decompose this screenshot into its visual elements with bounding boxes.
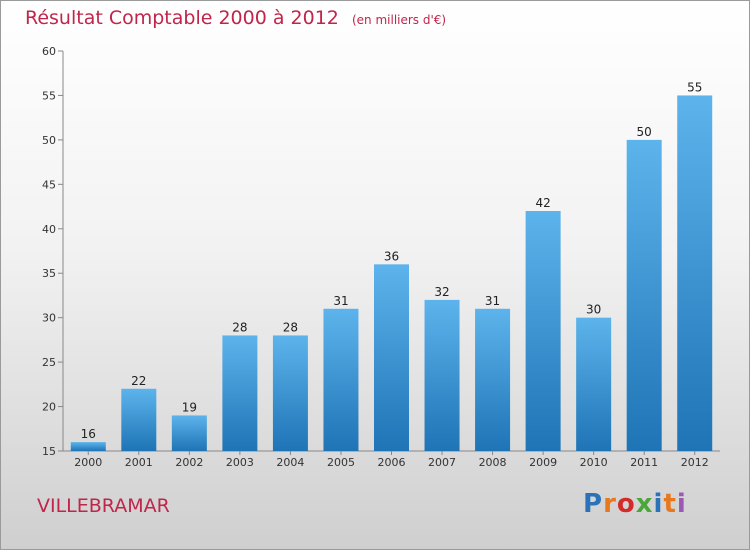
logo-letter: o (616, 489, 636, 519)
x-tick-label: 2000 (74, 456, 102, 469)
y-tick-label: 30 (42, 312, 56, 325)
x-tick-label: 2007 (428, 456, 456, 469)
bar (374, 264, 409, 451)
logo-letter: i (676, 489, 687, 519)
y-tick-label: 35 (42, 267, 56, 280)
x-tick-label: 2001 (125, 456, 153, 469)
x-tick-label: 2011 (630, 456, 658, 469)
y-tick-label: 25 (42, 356, 56, 369)
x-tick-label: 2005 (327, 456, 355, 469)
bar (171, 415, 207, 451)
chart-bars (70, 95, 713, 451)
x-tick-label: 2008 (479, 456, 507, 469)
data-label: 42 (535, 196, 550, 210)
data-label: 32 (434, 285, 449, 299)
y-tick-label: 45 (42, 178, 56, 191)
logo-letter: x (635, 489, 654, 519)
data-label: 28 (232, 320, 247, 334)
logo-letter: r (603, 489, 617, 519)
x-tick-label: 2006 (378, 456, 406, 469)
bar (323, 308, 359, 451)
data-label: 30 (586, 303, 601, 317)
bar (576, 317, 612, 451)
commune-name: VILLEBRAMAR (37, 495, 170, 517)
chart-title: Résultat Comptable 2000 à 2012 (en milli… (25, 7, 446, 29)
x-tick-label: 2002 (175, 456, 203, 469)
bar (121, 388, 157, 451)
bar (525, 211, 561, 451)
y-tick-label: 20 (42, 401, 56, 414)
chart-labels: 16 2000 22 2001 19 2002 28 2003 28 2004 31 2005 36 20… (74, 80, 708, 469)
x-tick-label: 2009 (529, 456, 557, 469)
x-tick-label: 2004 (276, 456, 304, 469)
data-label: 36 (384, 249, 399, 263)
y-tick-label: 60 (42, 45, 56, 58)
chart-title-text: Résultat Comptable 2000 à 2012 (25, 7, 339, 29)
data-label: 28 (283, 320, 298, 334)
logo-letter: t (663, 489, 677, 519)
bar (475, 308, 511, 451)
bar (272, 335, 308, 451)
y-tick-label: 50 (42, 134, 56, 147)
logo-letter: i (653, 489, 664, 519)
data-label: 31 (485, 294, 500, 308)
logo-letter: P (583, 489, 604, 519)
data-label: 50 (637, 125, 652, 139)
y-tick-label: 40 (42, 223, 56, 236)
x-tick-label: 2012 (681, 456, 709, 469)
data-label: 55 (687, 80, 702, 94)
data-label: 22 (131, 374, 146, 388)
x-tick-label: 2003 (226, 456, 254, 469)
y-tick-label: 15 (42, 445, 56, 458)
bar (70, 442, 106, 451)
data-label: 31 (333, 294, 348, 308)
data-label: 19 (182, 400, 197, 414)
bar (677, 95, 713, 451)
y-tick-label: 55 (42, 89, 56, 102)
data-label: 16 (81, 427, 96, 441)
bar (222, 335, 258, 451)
chart-subtitle: (en milliers d'€) (351, 13, 447, 27)
bar (626, 139, 662, 451)
bar (424, 299, 460, 451)
proxiti-logo[interactable]: Proxiti (583, 489, 687, 519)
x-tick-label: 2010 (580, 456, 608, 469)
